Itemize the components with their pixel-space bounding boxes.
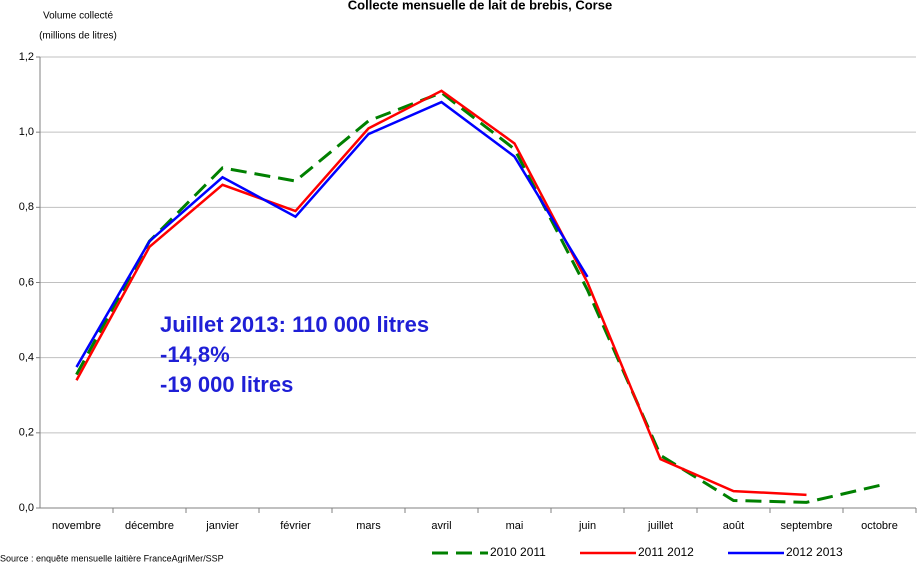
x-tick-label: juin <box>578 520 596 532</box>
annotation: Juillet 2013: 110 000 litres <box>160 312 429 337</box>
y-tick-label: 0,6 <box>19 276 34 288</box>
y-axis-label: (millions de litres) <box>39 31 117 42</box>
y-tick-label: 0,8 <box>19 201 34 213</box>
x-tick-label: mars <box>356 520 381 532</box>
series-line <box>75 91 880 504</box>
x-tick-label: octobre <box>861 520 898 532</box>
y-tick-label: 0,2 <box>19 427 34 439</box>
series-line <box>75 100 589 368</box>
x-tick-label: décembre <box>125 520 174 532</box>
x-tick-label: septembre <box>781 520 833 532</box>
legend-label: 2010 2011 <box>490 545 546 559</box>
x-tick-label: juillet <box>647 520 673 532</box>
x-tick-label: novembre <box>52 520 101 532</box>
series-line <box>75 89 807 497</box>
x-tick-label: janvier <box>205 520 239 532</box>
legend-label: 2012 2013 <box>786 545 843 559</box>
annotation: -19 000 litres <box>160 372 293 397</box>
y-tick-label: 1,2 <box>19 51 34 63</box>
annotation: -14,8% <box>160 342 230 367</box>
chart-title: Collecte mensuelle de lait de brebis, Co… <box>348 0 612 12</box>
x-tick-label: mai <box>506 520 524 532</box>
y-tick-label: 1,0 <box>19 126 34 138</box>
source: Source : enquête mensuelle laitière Fran… <box>0 553 224 563</box>
x-tick-label: avril <box>431 520 451 532</box>
y-tick-label: 0,4 <box>19 352 34 364</box>
y-axis-label: Volume collecté <box>43 11 113 22</box>
y-tick-label: 0,0 <box>19 502 34 514</box>
x-tick-label: août <box>723 520 744 532</box>
legend-label: 2011 2012 <box>638 545 694 559</box>
x-tick-label: février <box>280 520 311 532</box>
